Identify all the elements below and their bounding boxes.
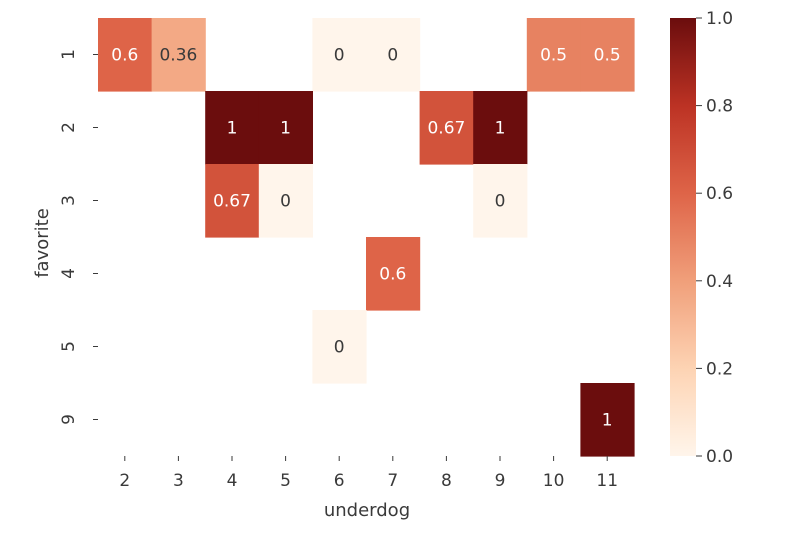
x-tick-label: 3 bbox=[173, 471, 184, 491]
x-axis-title: underdog bbox=[324, 500, 410, 521]
heatmap-cell-1-10 bbox=[526, 18, 581, 92]
heatmap-cell-3-9 bbox=[473, 164, 528, 238]
x-tick-label: 9 bbox=[495, 471, 506, 491]
colorbar-ticks: 0.0 0.2 0.4 0.6 0.8 1.0 bbox=[696, 9, 733, 467]
heatmap-cell-3-5 bbox=[258, 164, 313, 238]
heatmap-cell-label: 1 bbox=[280, 119, 291, 139]
x-tick-label: 7 bbox=[387, 471, 398, 491]
y-tick-label: 1 bbox=[59, 49, 79, 60]
heatmap-cell-label: 0.36 bbox=[159, 46, 197, 66]
heatmap-cell-label: 0.6 bbox=[379, 265, 406, 285]
heatmap-cell-label: 0 bbox=[334, 46, 345, 66]
heatmap-cell-label: 0 bbox=[495, 192, 506, 212]
y-tick-label: 9 bbox=[59, 414, 79, 425]
y-axis-ticks: 1 2 3 4 5 9 bbox=[59, 49, 98, 425]
heatmap-cell-label: 0.5 bbox=[540, 46, 567, 66]
heatmap-cell-label: 0 bbox=[280, 192, 291, 212]
heatmap-cells: 0.6 0.36 0 0 0.5 0.5 1 1 0.67 1 0.67 0 0 0.6 0 1 bbox=[98, 18, 635, 457]
heatmap-cell-5-6 bbox=[312, 310, 367, 384]
y-axis-title: favorite bbox=[32, 208, 53, 278]
heatmap-cell-1-6 bbox=[312, 18, 367, 92]
x-tick-label: 10 bbox=[543, 471, 565, 491]
x-tick-label: 4 bbox=[227, 471, 238, 491]
heatmap-cell-label: 0.5 bbox=[594, 46, 621, 66]
colorbar-tick-label: 0.4 bbox=[706, 272, 733, 292]
heatmap-cell-1-3 bbox=[151, 18, 206, 92]
heatmap-cell-1-11 bbox=[580, 18, 635, 92]
heatmap-cell-label: 1 bbox=[227, 119, 238, 139]
colorbar-tick-label: 0.6 bbox=[706, 184, 733, 204]
heatmap-cell-label: 0.67 bbox=[427, 119, 465, 139]
y-tick-label: 5 bbox=[59, 341, 79, 352]
heatmap-cell-2-5 bbox=[258, 91, 313, 165]
y-tick-label: 2 bbox=[59, 122, 79, 133]
heatmap-cell-label: 1 bbox=[495, 119, 506, 139]
heatmap-cell-3-4 bbox=[205, 164, 260, 238]
y-tick-label: 3 bbox=[59, 195, 79, 206]
heatmap-cell-2-4 bbox=[205, 91, 260, 165]
colorbar bbox=[670, 18, 696, 456]
heatmap-cell-4-7 bbox=[366, 237, 421, 311]
heatmap-cell-label: 0.67 bbox=[213, 192, 251, 212]
colorbar-tick-label: 0.8 bbox=[706, 97, 733, 117]
heatmap-cell-label: 0 bbox=[334, 338, 345, 358]
x-tick-label: 6 bbox=[334, 471, 345, 491]
heatmap-cell-2-8 bbox=[419, 91, 474, 165]
x-tick-label: 2 bbox=[119, 471, 130, 491]
y-tick-label: 4 bbox=[59, 268, 79, 279]
heatmap-cell-2-9 bbox=[473, 91, 528, 165]
heatmap-cell-label: 1 bbox=[602, 411, 613, 431]
colorbar-tick-label: 1.0 bbox=[706, 9, 733, 29]
heatmap-cell-9-11 bbox=[580, 383, 635, 457]
heatmap-cell-label: 0 bbox=[387, 46, 398, 66]
x-tick-label: 5 bbox=[280, 471, 291, 491]
heatmap-cell-1-7 bbox=[366, 18, 421, 92]
x-tick-label: 8 bbox=[441, 471, 452, 491]
heatmap-cell-1-2 bbox=[98, 18, 153, 92]
heatmap-cell-label: 0.6 bbox=[111, 46, 138, 66]
colorbar-tick-label: 0.2 bbox=[706, 359, 733, 379]
colorbar-tick-label: 0.0 bbox=[706, 447, 733, 467]
x-axis-ticks: 2 3 4 5 6 7 8 9 10 11 bbox=[119, 456, 618, 491]
x-tick-label: 11 bbox=[596, 471, 618, 491]
